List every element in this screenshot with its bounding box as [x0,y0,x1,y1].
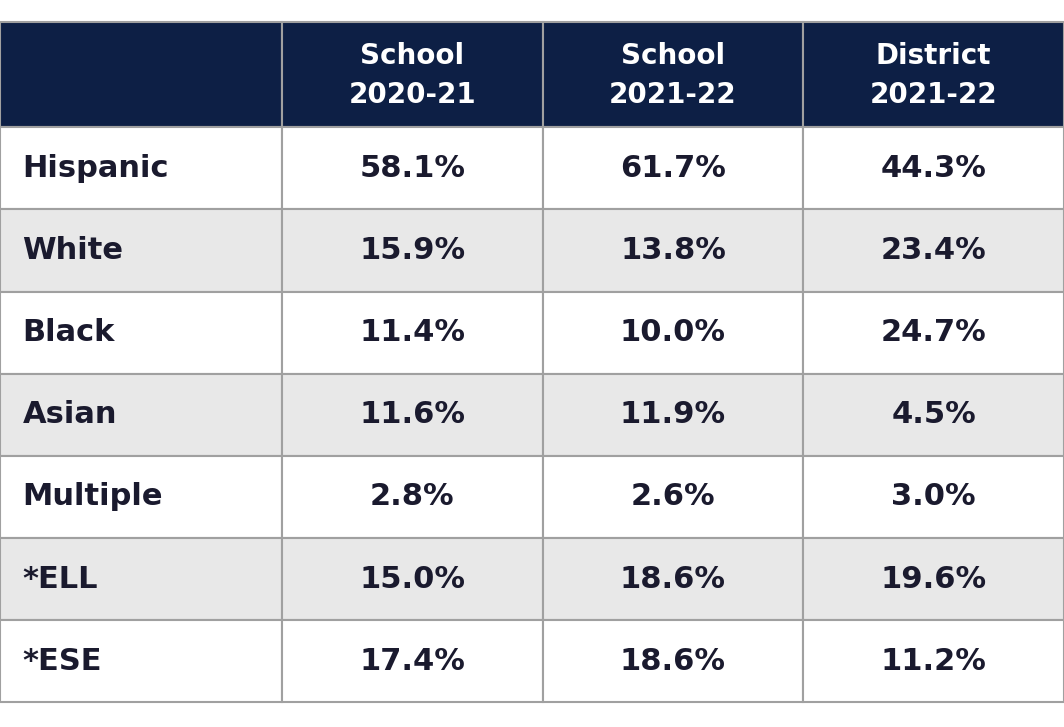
Bar [543,22,803,127]
Text: 58.1%: 58.1% [360,154,465,182]
Text: 3.0%: 3.0% [892,483,976,511]
Bar [0,456,282,538]
Text: *ELL: *ELL [22,565,98,593]
Text: 11.4%: 11.4% [360,318,465,347]
Bar [0,374,282,456]
Text: *ESE: *ESE [22,647,102,675]
Text: School: School [621,42,725,71]
Bar [282,456,543,538]
Bar [0,620,282,702]
Text: 13.8%: 13.8% [620,236,726,265]
Text: 11.9%: 11.9% [620,401,726,429]
Bar [543,620,803,702]
Text: 2.6%: 2.6% [631,483,715,511]
Text: 11.6%: 11.6% [360,401,465,429]
Text: 15.9%: 15.9% [360,236,465,265]
Text: 61.7%: 61.7% [620,154,726,182]
Bar [282,209,543,292]
Bar [803,22,1064,127]
Text: 11.2%: 11.2% [881,647,986,675]
Bar [543,209,803,292]
Text: District: District [876,42,992,71]
Text: 2.8%: 2.8% [370,483,454,511]
Text: 23.4%: 23.4% [881,236,986,265]
Bar [543,292,803,374]
Bar [803,209,1064,292]
Text: 2021-22: 2021-22 [610,81,736,109]
Bar [282,620,543,702]
Text: 44.3%: 44.3% [881,154,986,182]
Bar [543,127,803,209]
Bar [282,292,543,374]
Bar [543,374,803,456]
Bar [282,374,543,456]
Text: Asian: Asian [22,401,117,429]
Bar [803,292,1064,374]
Bar [803,538,1064,620]
Bar [0,209,282,292]
Text: 17.4%: 17.4% [360,647,465,675]
Text: 2020-21: 2020-21 [349,81,476,109]
Bar [803,620,1064,702]
Bar [282,127,543,209]
Text: Multiple: Multiple [22,483,163,511]
Bar [803,127,1064,209]
Text: Black: Black [22,318,115,347]
Text: 10.0%: 10.0% [620,318,726,347]
Bar [0,127,282,209]
Text: 19.6%: 19.6% [881,565,986,593]
Bar [0,538,282,620]
Text: White: White [22,236,123,265]
Text: 18.6%: 18.6% [620,565,726,593]
Text: 15.0%: 15.0% [360,565,465,593]
Text: 24.7%: 24.7% [881,318,986,347]
Bar [803,456,1064,538]
Bar [543,456,803,538]
Bar [0,22,282,127]
Text: Hispanic: Hispanic [22,154,169,182]
Text: School: School [361,42,464,71]
Bar [282,22,543,127]
Text: 4.5%: 4.5% [892,401,976,429]
Text: 2021-22: 2021-22 [870,81,997,109]
Bar [543,538,803,620]
Bar [0,292,282,374]
Text: 18.6%: 18.6% [620,647,726,675]
Bar [803,374,1064,456]
Bar [282,538,543,620]
